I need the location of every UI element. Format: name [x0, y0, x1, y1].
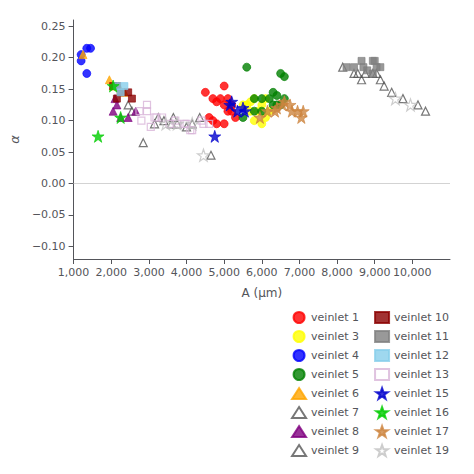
- svg-text:veinlet 17: veinlet 17: [394, 425, 449, 438]
- svg-text:3,000: 3,000: [133, 266, 165, 279]
- svg-text:veinlet 15: veinlet 15: [394, 387, 449, 400]
- svg-text:veinlet 3: veinlet 3: [311, 330, 359, 343]
- svg-text:7,000: 7,000: [284, 266, 316, 279]
- svg-text:0.00: 0.00: [41, 177, 66, 190]
- svg-text:1,000: 1,000: [58, 266, 90, 279]
- svg-text:veinlet 19: veinlet 19: [394, 444, 449, 457]
- svg-text:veinlet 16: veinlet 16: [394, 406, 449, 419]
- svg-text:α: α: [7, 135, 22, 144]
- svg-text:veinlet 7: veinlet 7: [311, 406, 359, 419]
- svg-text:veinlet 10: veinlet 10: [394, 311, 449, 324]
- svg-text:8,000: 8,000: [321, 266, 353, 279]
- svg-text:veinlet 6: veinlet 6: [311, 387, 359, 400]
- svg-text:9,000: 9,000: [359, 266, 391, 279]
- svg-text:veinlet 4: veinlet 4: [311, 349, 359, 362]
- svg-text:2,000: 2,000: [95, 266, 127, 279]
- svg-text:veinlet 5: veinlet 5: [311, 368, 359, 381]
- svg-text:6,000: 6,000: [246, 266, 278, 279]
- svg-text:0.25: 0.25: [41, 20, 66, 33]
- svg-text:4,000: 4,000: [171, 266, 203, 279]
- svg-text:5,000: 5,000: [208, 266, 240, 279]
- svg-text:veinlet 1: veinlet 1: [311, 311, 359, 324]
- svg-text:veinlet 8: veinlet 8: [311, 425, 359, 438]
- svg-text:veinlet 12: veinlet 12: [394, 349, 449, 362]
- svg-text:0.10: 0.10: [41, 114, 66, 127]
- svg-text:−0.10: −0.10: [32, 240, 66, 253]
- svg-text:veinlet 9: veinlet 9: [311, 444, 359, 457]
- svg-text:10,000: 10,000: [393, 266, 432, 279]
- svg-text:veinlet 13: veinlet 13: [394, 368, 449, 381]
- svg-text:0.15: 0.15: [41, 83, 66, 96]
- svg-text:0.05: 0.05: [41, 146, 66, 159]
- svg-text:−0.05: −0.05: [32, 208, 66, 221]
- svg-text:veinlet 11: veinlet 11: [394, 330, 449, 343]
- svg-text:A (μm): A (μm): [241, 286, 282, 300]
- svg-text:0.20: 0.20: [41, 51, 66, 64]
